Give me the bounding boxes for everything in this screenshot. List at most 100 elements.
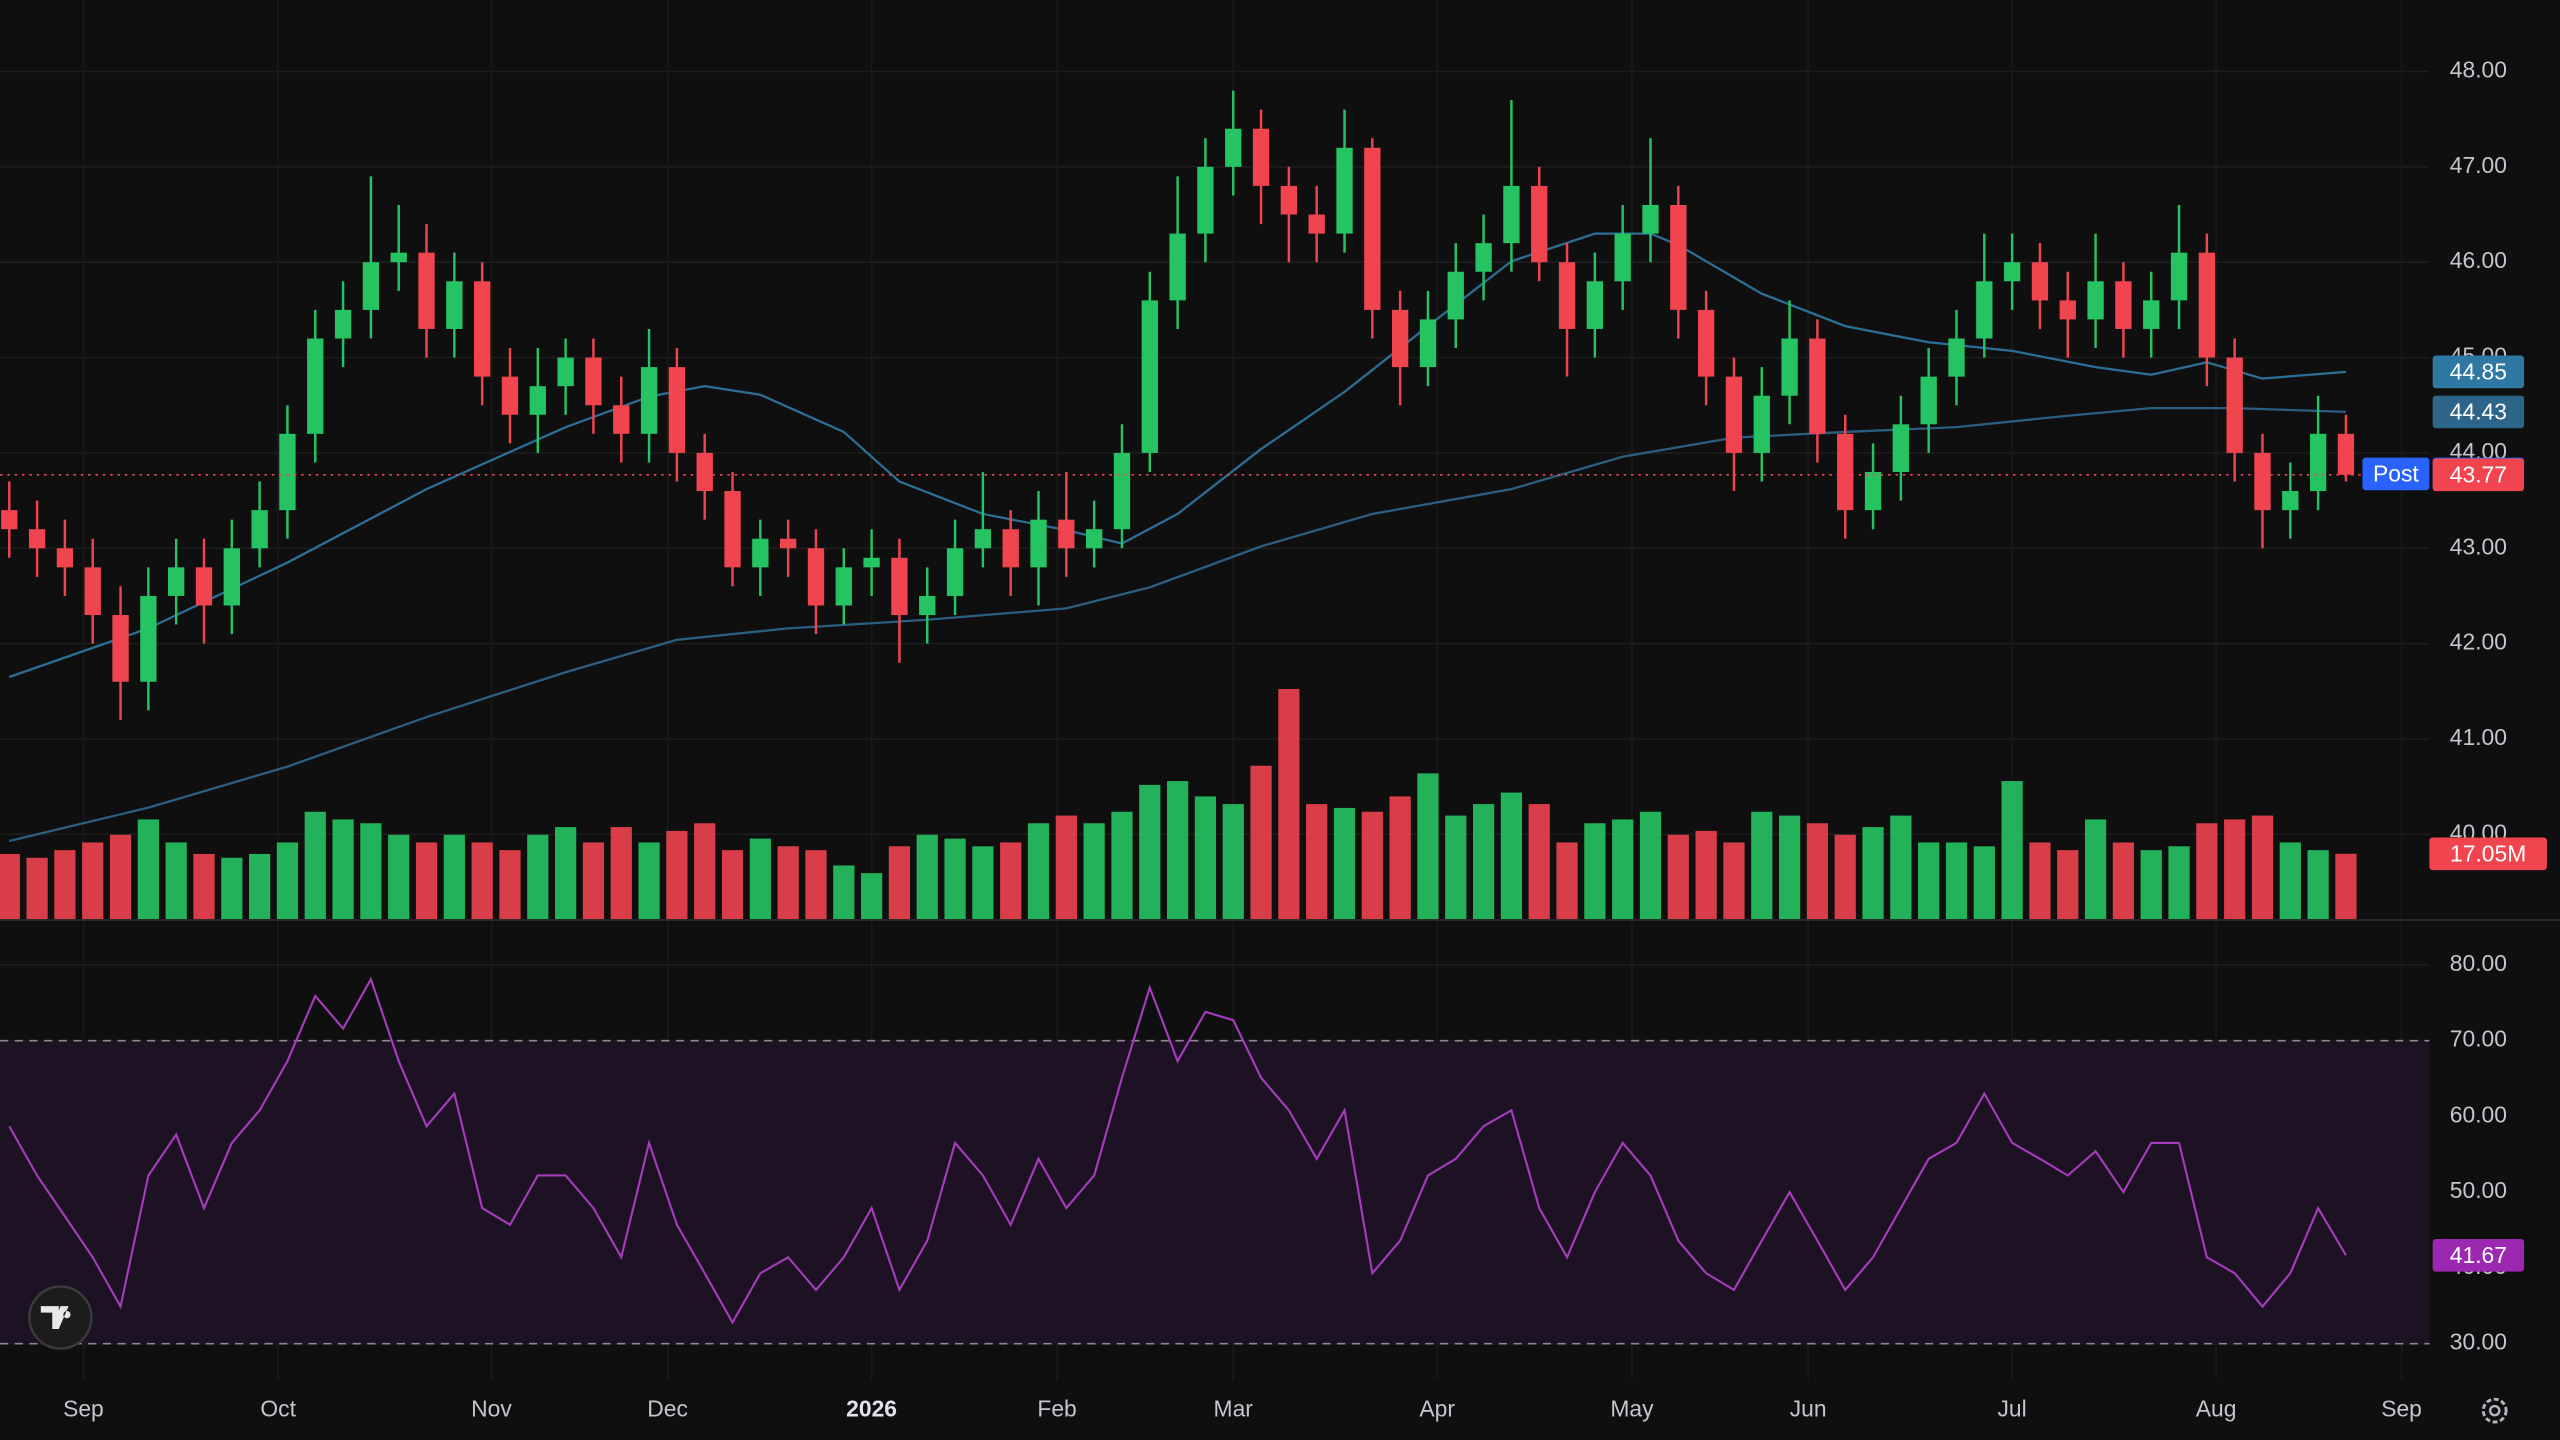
- volume-bar: [443, 834, 465, 920]
- candle-body: [446, 281, 463, 329]
- moving-average: [9, 406, 2346, 843]
- candle-body: [696, 452, 713, 492]
- candle-body: [1697, 309, 1715, 377]
- x-tick-label: Nov: [471, 1396, 512, 1422]
- volume-bar: [1778, 815, 1801, 920]
- volume-bar: [2196, 823, 2218, 920]
- volume-bar: [1389, 796, 1411, 920]
- volume-bar: [1806, 823, 1829, 920]
- volume-bar: [2029, 842, 2051, 920]
- candle-body: [919, 595, 936, 616]
- candle-body: [1030, 519, 1047, 568]
- volume-bar: [2251, 815, 2274, 920]
- rsi-pane: [0, 976, 2430, 1345]
- volume-bar: [1667, 834, 1689, 920]
- volume-bar: [2001, 781, 2023, 920]
- candle-body: [1308, 214, 1325, 234]
- candle-body: [1976, 281, 1993, 339]
- y-tick-label: 42.00: [2450, 629, 2507, 655]
- candle-body: [56, 548, 74, 568]
- candle-body: [1058, 519, 1075, 549]
- volume-bar: [1278, 688, 1300, 920]
- gear-inner[interactable]: [2488, 1404, 2501, 1417]
- volume-bar: [415, 842, 438, 920]
- gear-outer[interactable]: [2481, 1397, 2508, 1424]
- candle-body: [362, 262, 380, 310]
- volume-bar: [694, 823, 716, 920]
- candle-body: [668, 367, 686, 453]
- candle-body: [1503, 185, 1520, 244]
- candle-body: [251, 510, 268, 549]
- candle-body: [1670, 205, 1687, 310]
- candle-body: [2309, 433, 2327, 492]
- volume-bar: [833, 865, 855, 920]
- candle-body: [1197, 166, 1214, 234]
- candle-body: [613, 405, 630, 434]
- candle-body: [863, 557, 880, 568]
- post-label-bg: [2362, 457, 2430, 491]
- candle-body: [1252, 128, 1270, 186]
- volume-bar: [1139, 784, 1161, 920]
- candle-body: [1280, 185, 1298, 215]
- ma-badge-bg: [2432, 395, 2525, 429]
- candle-body: [2254, 452, 2271, 511]
- ma-badge-bg: [2432, 355, 2525, 389]
- candle-body: [1642, 205, 1659, 234]
- candle-body: [2282, 491, 2299, 511]
- volume-bar: [2279, 842, 2301, 920]
- y-tick-label: 50.00: [2450, 1177, 2507, 1203]
- candle-body: [28, 529, 46, 549]
- logo-mark: [40, 1306, 71, 1329]
- volume-badge: 17.05M: [2450, 840, 2526, 866]
- volume-bar: [26, 857, 48, 920]
- candle-body: [2115, 281, 2132, 329]
- candle-body: [1447, 271, 1464, 320]
- candle-body: [112, 615, 129, 682]
- volume-bar: [1333, 807, 1356, 920]
- candle-body: [1225, 128, 1242, 167]
- candle-body: [1725, 376, 1743, 453]
- volume-bar: [861, 873, 883, 920]
- candle-body: [2337, 433, 2355, 475]
- x-tick-label: Sep: [63, 1396, 104, 1422]
- candle-body: [2143, 300, 2160, 329]
- candle-body: [501, 376, 519, 415]
- candle-body: [640, 367, 658, 434]
- candle-body: [390, 252, 407, 263]
- volume-bar: [1027, 823, 1050, 920]
- volume-bar: [1723, 842, 1745, 920]
- y-tick-label: 43.00: [2450, 533, 2507, 559]
- candle-body: [1141, 300, 1158, 453]
- volume-bar: [1194, 796, 1217, 920]
- candle-body: [1391, 309, 1409, 368]
- volume-bar: [1612, 819, 1634, 920]
- rsi-badge: 41.67: [2450, 1242, 2507, 1268]
- candle-body: [2226, 357, 2243, 453]
- candle-body: [1948, 338, 1965, 377]
- candle-body: [84, 567, 101, 616]
- candle-body: [974, 529, 992, 549]
- candle-body: [529, 386, 546, 415]
- settings-button[interactable]: [2481, 1397, 2508, 1424]
- y-tick-label: 46.00: [2450, 247, 2507, 273]
- volume-bar: [1945, 842, 1968, 920]
- candle-body: [557, 357, 574, 387]
- volume-bar: [1222, 804, 1244, 920]
- x-tick-label: Mar: [1214, 1396, 1254, 1422]
- y-tick-label: 47.00: [2450, 152, 2507, 178]
- candle-body: [1781, 338, 1798, 396]
- volume-bar: [944, 838, 966, 920]
- candle-body: [2003, 262, 2021, 282]
- volume-bar: [1083, 823, 1105, 920]
- x-tick-label: Sep: [2381, 1396, 2422, 1422]
- candle-body: [779, 538, 797, 549]
- volume-bar: [304, 811, 326, 920]
- x-tick-label: Apr: [1419, 1396, 1455, 1422]
- candle-body: [223, 548, 240, 606]
- volume-bar: [1250, 765, 1272, 920]
- volume-bar: [1000, 842, 1022, 920]
- volume-bar: [1695, 830, 1717, 920]
- y-tick-label: 70.00: [2450, 1026, 2507, 1052]
- volume-bar: [1500, 792, 1523, 920]
